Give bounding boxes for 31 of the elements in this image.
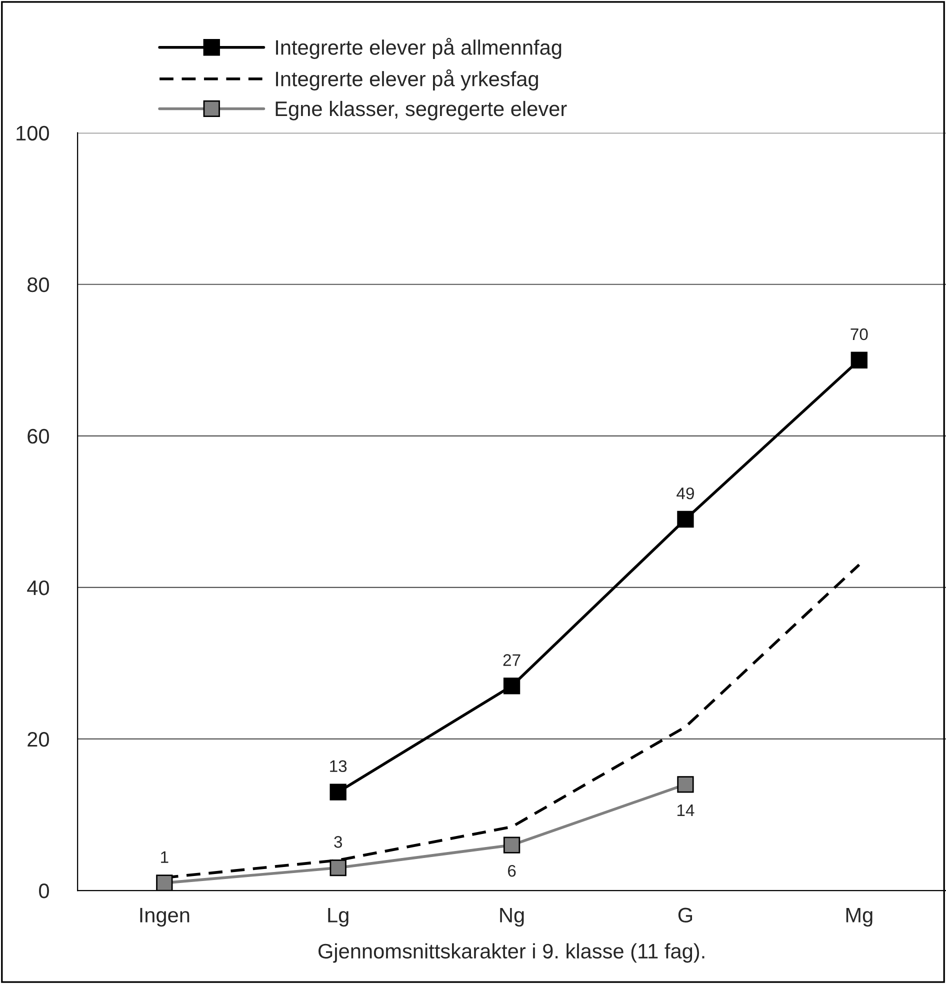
data-label: 3: [334, 836, 342, 848]
y-tick-label: 60: [28, 428, 49, 444]
data-label: 14: [677, 804, 694, 816]
point: [850, 352, 868, 368]
point: [503, 678, 520, 694]
x-tick-label: G: [678, 908, 692, 922]
legend-label: Integrerte elever på yrkesfag: [276, 69, 538, 91]
x-tick-label: Mg: [846, 908, 872, 927]
data-label: 27: [503, 654, 520, 666]
data-label: 1: [161, 851, 168, 863]
y-tick-label: 20: [28, 732, 49, 747]
data-label: 13: [330, 760, 347, 772]
point: [156, 874, 173, 891]
point: [330, 859, 346, 876]
data-label: 70: [850, 328, 868, 340]
legend-label: Integrerte elever på allmennfag: [276, 38, 562, 59]
y-tick-label: 40: [27, 580, 49, 596]
y-tick-label: 80: [28, 277, 49, 292]
data-label: 49: [676, 487, 694, 500]
data-label: 6: [508, 864, 516, 877]
point: [503, 836, 520, 854]
y-tick-label: 100: [16, 126, 49, 141]
x-tick-label: Ingen: [140, 908, 190, 927]
point: [330, 784, 346, 800]
legend-label: Egne klasser, segregerte elever: [276, 100, 567, 120]
x-tick-label: Lg: [328, 908, 348, 927]
x-axis-title: Gjennomsnittskarakter i 9. klasse (11 fag).: [318, 943, 704, 963]
x-tick-label: Ng: [500, 908, 524, 927]
point: [677, 776, 694, 793]
point: [677, 510, 694, 528]
y-tick-label: 0: [39, 884, 49, 898]
